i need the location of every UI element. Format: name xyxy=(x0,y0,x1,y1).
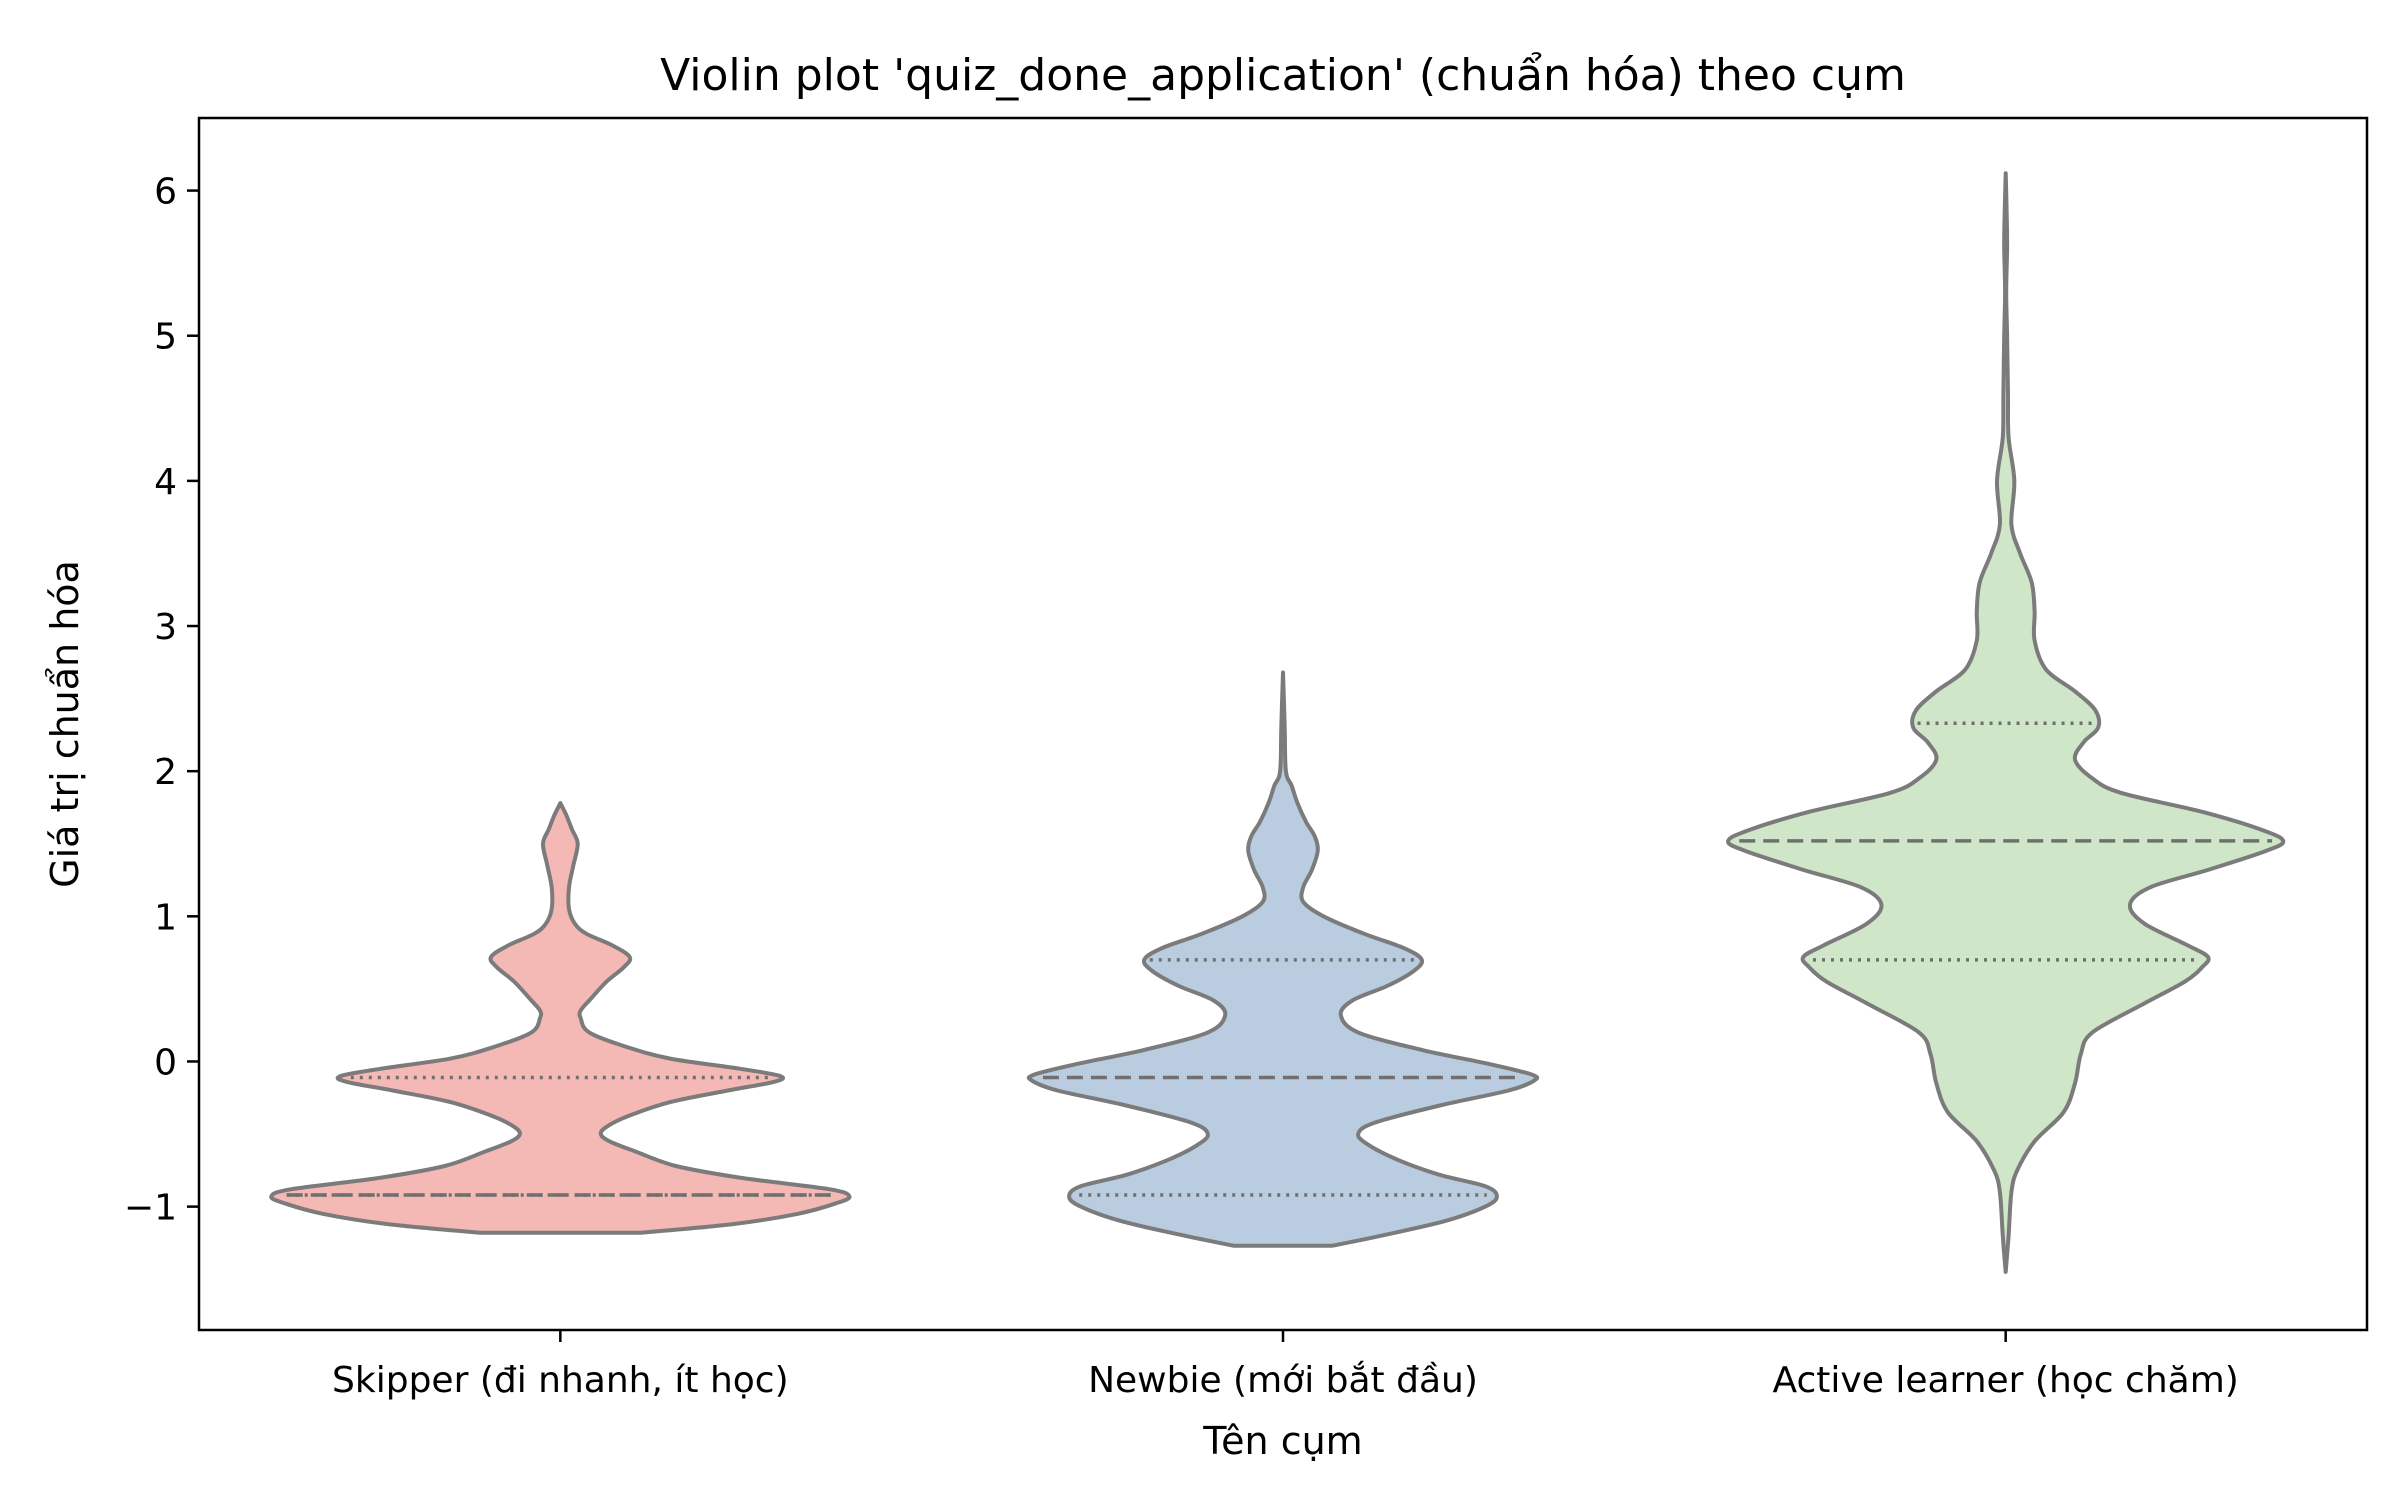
violin-body xyxy=(269,801,852,1235)
y-tick-label: −1 xyxy=(124,1188,177,1229)
y-tick-label: 5 xyxy=(154,317,177,358)
x-tick-label: Active learner (học chăm) xyxy=(1773,1360,2239,1401)
y-axis-label: Giá trị chuẩn hóa xyxy=(43,560,87,888)
axes-layer: −1 0 1 2 3 4 5 6 Skipper (đi nhanh, ít học) Newbi… xyxy=(124,116,2369,1401)
y-tick-label: 3 xyxy=(154,607,177,648)
violins-layer xyxy=(269,171,2286,1274)
violin-body xyxy=(1726,171,2286,1274)
y-tick-label: 0 xyxy=(154,1042,177,1083)
x-axis-label: Tên cụm xyxy=(1202,1419,1362,1463)
x-tick-label: Skipper (đi nhanh, ít học) xyxy=(332,1360,789,1401)
y-tick-label: 1 xyxy=(154,897,177,938)
y-tick-label: 6 xyxy=(154,172,177,213)
chart-title: Violin plot 'quiz_done_application' (chu… xyxy=(660,50,1906,101)
violin-body xyxy=(1026,670,1540,1248)
y-tick-label: 2 xyxy=(154,752,177,793)
y-tick-label: 4 xyxy=(154,462,177,503)
x-tick-label: Newbie (mới bắt đầu) xyxy=(1088,1360,1478,1401)
